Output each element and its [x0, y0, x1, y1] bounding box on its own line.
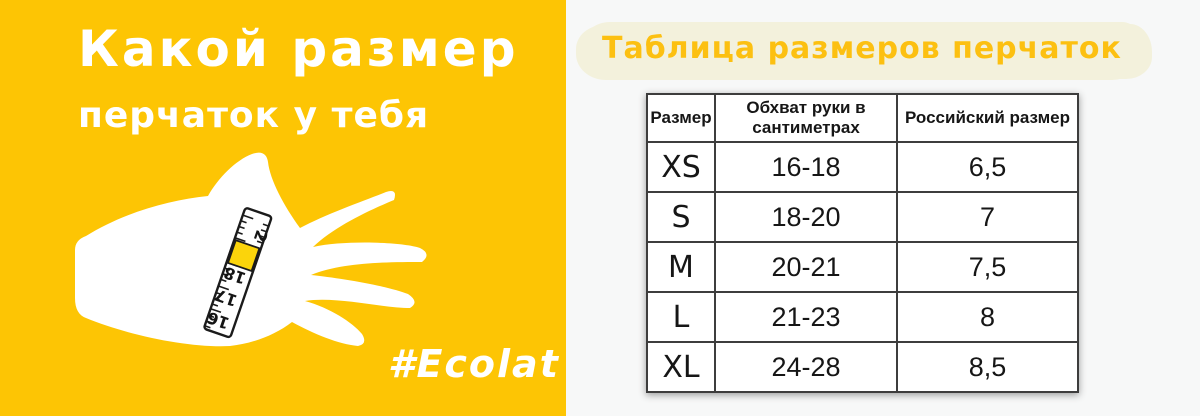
cell-cm: 20-21 — [714, 241, 898, 293]
cell-ru: 6,5 — [896, 141, 1079, 193]
heading-highlight-blob: Таблица размеров перчаток — [582, 22, 1144, 77]
glove-size-table: Размер Обхват руки в сантиметрах Российс… — [646, 93, 1079, 393]
table-row: S 18-20 7 — [646, 191, 1079, 243]
headline-line-2: перчаток у тебя — [78, 95, 430, 136]
measuring-tape-icon: 2 18 17 16 — [203, 207, 273, 339]
cell-cm: 16-18 — [714, 141, 898, 193]
cell-cm: 24-28 — [714, 341, 898, 393]
cell-ru: 7 — [896, 191, 1079, 243]
table-heading-wrap: Таблица размеров перчаток — [582, 22, 1144, 77]
tape-yellow-segment — [226, 239, 261, 273]
table-row: M 20-21 7,5 — [646, 241, 1079, 293]
cell-ru: 8,5 — [896, 341, 1079, 393]
left-yellow-panel: Какой размер перчаток у тебя 2 18 17 16 … — [0, 0, 566, 416]
right-light-panel: Таблица размеров перчаток Размер Обхват … — [566, 0, 1200, 416]
cell-size: XL — [646, 341, 716, 393]
hand-with-measuring-tape-illustration: 2 18 17 16 — [75, 152, 427, 347]
table-heading: Таблица размеров перчаток — [602, 31, 1122, 66]
table-row: XS 16-18 6,5 — [646, 141, 1079, 193]
header-size: Размер — [646, 93, 716, 143]
ecolat-hashtag: #Ecolat — [388, 342, 560, 386]
cell-size: M — [646, 241, 716, 293]
cell-ru: 8 — [896, 291, 1079, 343]
cell-size: S — [646, 191, 716, 243]
table-header-row: Размер Обхват руки в сантиметрах Российс… — [646, 93, 1079, 143]
table-row: XL 24-28 8,5 — [646, 341, 1079, 393]
header-russian-size: Российский размер — [896, 93, 1079, 143]
cell-size: L — [646, 291, 716, 343]
headline-line-1: Какой размер — [78, 20, 519, 78]
table-row: L 21-23 8 — [646, 291, 1079, 343]
cell-ru: 7,5 — [896, 241, 1079, 293]
cell-cm: 21-23 — [714, 291, 898, 343]
cell-size: XS — [646, 141, 716, 193]
header-circumference: Обхват руки в сантиметрах — [714, 93, 898, 143]
cell-cm: 18-20 — [714, 191, 898, 243]
